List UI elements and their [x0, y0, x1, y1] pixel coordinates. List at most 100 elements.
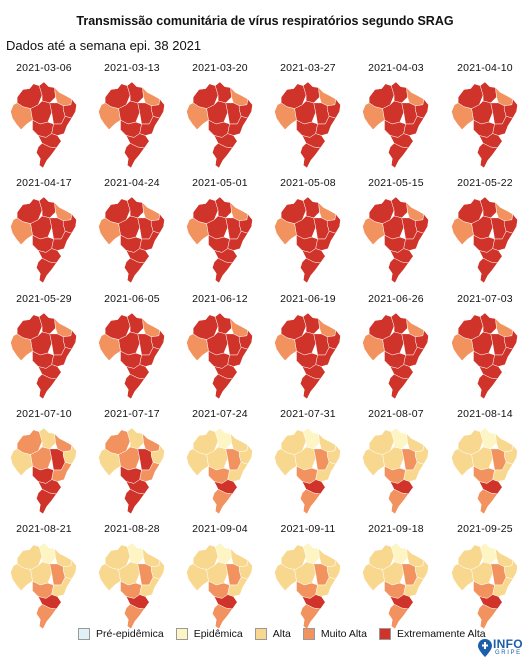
legend-swatch — [378, 628, 391, 640]
map-panel: 2021-09-11 — [264, 523, 352, 635]
map-panel: 2021-08-14 — [441, 408, 529, 520]
map-panel: 2021-07-24 — [176, 408, 264, 520]
brazil-map — [362, 542, 429, 630]
country-outline — [451, 81, 518, 169]
brazil-map — [451, 312, 518, 400]
brazil-map — [274, 312, 341, 400]
brazil-map — [362, 81, 429, 169]
map-panel: 2021-09-04 — [176, 523, 264, 635]
map-date-label: 2021-03-06 — [16, 62, 72, 74]
map-date-label: 2021-08-21 — [16, 523, 72, 535]
brazil-map — [186, 312, 253, 400]
legend-item-muito-alta: Muito Alta — [302, 628, 367, 640]
country-outline — [186, 196, 253, 284]
legend-swatch — [78, 628, 90, 640]
map-date-label: 2021-09-25 — [457, 523, 513, 535]
brazil-map — [451, 542, 518, 630]
country-outline — [10, 81, 77, 169]
map-date-label: 2021-06-05 — [104, 293, 160, 305]
country-outline — [98, 542, 165, 630]
brazil-map — [98, 542, 165, 630]
country-outline — [362, 81, 429, 169]
map-panel: 2021-05-29 — [0, 293, 88, 405]
map-panel: 2021-04-17 — [0, 177, 88, 289]
map-date-label: 2021-05-15 — [368, 177, 424, 189]
legend-item-pre-epidemica: Pré-epidêmica — [78, 628, 164, 640]
map-panel: 2021-08-21 — [0, 523, 88, 635]
map-panel: 2021-06-19 — [264, 293, 352, 405]
map-date-label: 2021-06-26 — [368, 293, 424, 305]
brazil-map — [186, 81, 253, 169]
brazil-map — [362, 427, 429, 515]
brazil-map — [10, 196, 77, 284]
brazil-map — [10, 312, 77, 400]
country-outline — [10, 427, 77, 515]
country-outline — [10, 196, 77, 284]
brazil-map — [451, 196, 518, 284]
logo-word: INFO — [493, 637, 523, 651]
map-panel: 2021-03-06 — [0, 62, 88, 174]
map-date-label: 2021-07-17 — [104, 408, 160, 420]
map-date-label: 2021-03-27 — [280, 62, 336, 74]
brazil-map — [451, 81, 518, 169]
country-outline — [186, 312, 253, 400]
map-date-label: 2021-07-24 — [192, 408, 248, 420]
map-date-label: 2021-05-29 — [16, 293, 72, 305]
map-panel: 2021-03-20 — [176, 62, 264, 174]
legend-swatch — [254, 628, 267, 640]
map-panel: 2021-05-22 — [441, 177, 529, 289]
map-date-label: 2021-07-03 — [457, 293, 513, 305]
legend-label: Alta — [272, 628, 291, 640]
chart-subtitle: Dados até a semana epi. 38 2021 — [6, 38, 202, 53]
country-outline — [451, 196, 518, 284]
country-outline — [362, 542, 429, 630]
country-outline — [274, 81, 341, 169]
country-outline — [10, 312, 77, 400]
brazil-map — [98, 81, 165, 169]
map-panel: 2021-09-18 — [352, 523, 440, 635]
brazil-map — [98, 427, 165, 515]
map-panel: 2021-05-08 — [264, 177, 352, 289]
map-date-label: 2021-03-13 — [104, 62, 160, 74]
map-date-label: 2021-06-12 — [192, 293, 248, 305]
map-panel: 2021-06-05 — [88, 293, 176, 405]
brazil-map — [274, 427, 341, 515]
legend-swatch — [175, 628, 188, 640]
location-pin-icon — [478, 639, 492, 657]
map-panel: 2021-09-25 — [441, 523, 529, 635]
map-date-label: 2021-07-31 — [280, 408, 336, 420]
country-outline — [98, 81, 165, 169]
country-outline — [10, 542, 77, 630]
brazil-map — [186, 542, 253, 630]
map-panel: 2021-07-10 — [0, 408, 88, 520]
brazil-map — [274, 196, 341, 284]
map-date-label: 2021-08-07 — [368, 408, 424, 420]
logo-sub: GRIPE — [495, 650, 522, 656]
country-outline — [451, 542, 518, 630]
legend: Pré-epidêmica Epidêmica Alta Muito Alta … — [78, 626, 498, 642]
infogripe-logo: INFO GRIPE — [478, 637, 528, 659]
map-date-label: 2021-06-19 — [280, 293, 336, 305]
brazil-map — [98, 196, 165, 284]
brazil-map — [186, 427, 253, 515]
map-panel: 2021-08-28 — [88, 523, 176, 635]
legend-swatch — [302, 628, 315, 640]
map-date-label: 2021-04-10 — [457, 62, 513, 74]
map-date-label: 2021-05-01 — [192, 177, 248, 189]
legend-label: Extremamente Alta — [396, 628, 486, 640]
map-date-label: 2021-03-20 — [192, 62, 248, 74]
map-date-label: 2021-07-10 — [16, 408, 72, 420]
map-panel: 2021-07-17 — [88, 408, 176, 520]
map-date-label: 2021-04-24 — [104, 177, 160, 189]
map-panel: 2021-07-31 — [264, 408, 352, 520]
country-outline — [274, 196, 341, 284]
country-outline — [362, 427, 429, 515]
brazil-map — [10, 427, 77, 515]
country-outline — [186, 542, 253, 630]
map-date-label: 2021-08-28 — [104, 523, 160, 535]
country-outline — [451, 427, 518, 515]
map-panel: 2021-07-03 — [441, 293, 529, 405]
country-outline — [274, 427, 341, 515]
country-outline — [274, 312, 341, 400]
map-date-label: 2021-09-18 — [368, 523, 424, 535]
